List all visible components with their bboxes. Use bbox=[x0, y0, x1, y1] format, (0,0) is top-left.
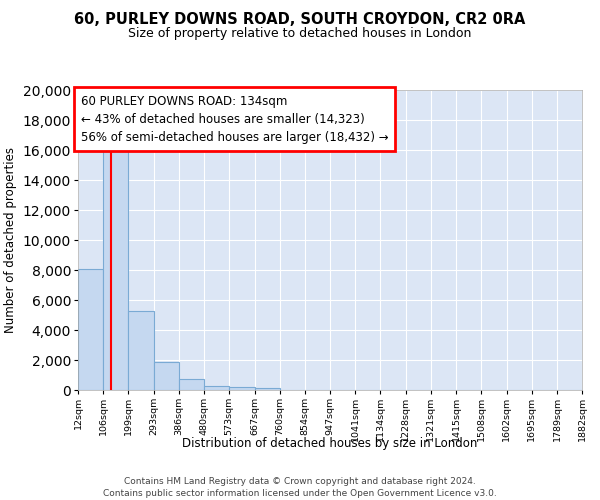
Bar bbox=[179, 379, 204, 390]
Text: Distribution of detached houses by size in London: Distribution of detached houses by size … bbox=[182, 438, 478, 450]
Bar bbox=[204, 386, 229, 390]
Bar bbox=[154, 362, 179, 390]
Bar bbox=[78, 268, 103, 390]
Bar bbox=[128, 310, 154, 390]
Text: 60 PURLEY DOWNS ROAD: 134sqm
← 43% of detached houses are smaller (14,323)
56% o: 60 PURLEY DOWNS ROAD: 134sqm ← 43% of de… bbox=[80, 94, 388, 144]
Text: Contains HM Land Registry data © Crown copyright and database right 2024.: Contains HM Land Registry data © Crown c… bbox=[124, 478, 476, 486]
Text: 60, PURLEY DOWNS ROAD, SOUTH CROYDON, CR2 0RA: 60, PURLEY DOWNS ROAD, SOUTH CROYDON, CR… bbox=[74, 12, 526, 28]
Y-axis label: Number of detached properties: Number of detached properties bbox=[4, 147, 17, 333]
Text: Size of property relative to detached houses in London: Size of property relative to detached ho… bbox=[128, 28, 472, 40]
Bar bbox=[103, 142, 128, 390]
Bar bbox=[254, 388, 280, 390]
Text: Contains public sector information licensed under the Open Government Licence v3: Contains public sector information licen… bbox=[103, 489, 497, 498]
Bar bbox=[229, 387, 254, 390]
